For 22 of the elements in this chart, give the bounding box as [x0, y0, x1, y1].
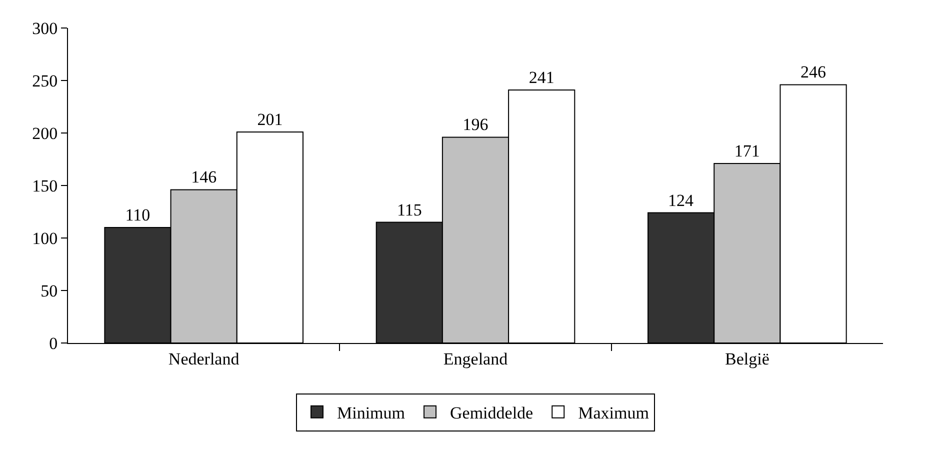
data-label: 146	[191, 168, 217, 187]
y-tick-label: 150	[32, 176, 58, 196]
legend-label: Minimum	[337, 403, 406, 422]
legend-label: Gemiddelde	[450, 403, 534, 422]
legend-label: Maximum	[578, 403, 649, 422]
y-tick-label: 50	[40, 281, 58, 300]
y-tick-label: 250	[32, 71, 58, 90]
x-tick-label: Engeland	[443, 349, 508, 368]
y-tick-label: 0	[49, 334, 58, 353]
data-label: 246	[800, 62, 826, 82]
data-label: 201	[257, 110, 283, 129]
y-tick-label: 200	[32, 124, 58, 143]
data-label: 196	[462, 115, 488, 134]
data-label: 124	[668, 190, 694, 210]
x-tick-label: België	[724, 349, 770, 368]
data-label: 115	[396, 200, 422, 220]
x-tick-label: Nederland	[168, 349, 240, 368]
y-tick-label: 300	[32, 18, 58, 38]
data-label: 110	[125, 206, 150, 224]
y-tick-label: 100	[32, 228, 58, 248]
data-label: 171	[734, 141, 760, 160]
data-label: 241	[528, 68, 554, 87]
